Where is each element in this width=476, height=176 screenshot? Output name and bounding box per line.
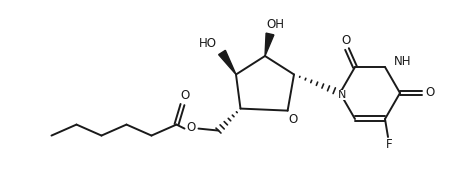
Text: O: O — [187, 121, 196, 134]
Text: N: N — [338, 90, 346, 100]
Text: O: O — [341, 33, 351, 46]
Text: O: O — [181, 89, 190, 102]
Text: F: F — [386, 139, 392, 152]
Text: HO: HO — [199, 37, 217, 50]
Polygon shape — [218, 50, 236, 74]
Text: O: O — [288, 113, 297, 126]
Text: NH: NH — [394, 55, 412, 68]
Text: O: O — [426, 86, 435, 99]
Polygon shape — [265, 33, 274, 56]
Text: OH: OH — [266, 17, 284, 30]
